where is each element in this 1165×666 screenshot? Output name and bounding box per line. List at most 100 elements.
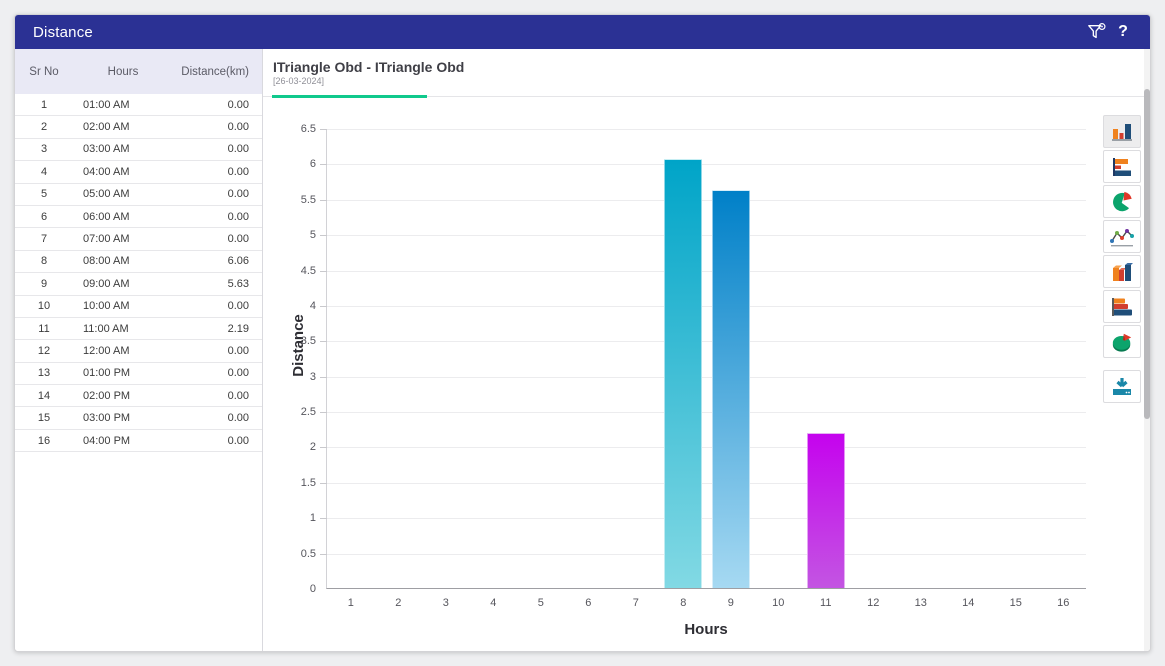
help-icon[interactable]: ? (1118, 23, 1128, 40)
scrollbar-thumb[interactable] (1144, 89, 1150, 419)
y-axis-tick (320, 376, 327, 378)
cell-srno: 15 (37, 412, 51, 425)
chart-bar[interactable] (711, 189, 750, 588)
cell-distance: 0.00 (227, 389, 249, 402)
x-axis-label: 4 (490, 597, 497, 609)
y-axis-tick (320, 482, 327, 484)
gridline (327, 341, 1086, 343)
table-row[interactable]: 7 07:00 AM 0.00 (15, 228, 262, 251)
table-row[interactable]: 4 04:00 AM 0.00 (15, 161, 262, 184)
cell-hours: 05:00 AM (83, 188, 130, 201)
line-chart-button[interactable] (1103, 220, 1141, 253)
x-axis-label: 7 (632, 597, 639, 609)
cell-hours: 03:00 AM (83, 143, 130, 156)
bar-chart-button[interactable] (1103, 150, 1141, 183)
y-axis-tick (320, 305, 327, 307)
cell-distance: 0.00 (227, 210, 249, 223)
cell-hours: 04:00 AM (83, 165, 130, 178)
table-row[interactable]: 11 11:00 AM 2.19 (15, 318, 262, 341)
y-axis-tick (320, 412, 327, 414)
gridline (327, 482, 1086, 484)
cell-distance: 0.00 (227, 412, 249, 425)
bar-chart-icon (1113, 157, 1131, 176)
table-row[interactable]: 1 01:00 AM 0.00 (15, 94, 262, 117)
table-row[interactable]: 2 02:00 AM 0.00 (15, 116, 262, 139)
cell-srno: 7 (40, 233, 48, 246)
gridline (327, 235, 1086, 237)
download-icon (1113, 377, 1131, 395)
y-axis-label: 1.5 (300, 476, 316, 489)
gridline (327, 447, 1086, 449)
titlebar: Distance ? (15, 15, 1150, 49)
cell-hours: 11:00 AM (83, 322, 129, 335)
pie-3d-chart-icon (1112, 333, 1132, 352)
cell-hours: 03:00 PM (83, 412, 131, 425)
x-axis-label: 2 (395, 597, 402, 609)
cell-srno: 16 (37, 434, 51, 447)
x-axis-label: 13 (914, 597, 927, 609)
table-row[interactable]: 3 03:00 AM 0.00 (15, 139, 262, 162)
chart-title: ITriangle Obd - ITriangle Obd (273, 59, 465, 75)
download-button[interactable] (1103, 370, 1141, 403)
x-axis-label: 5 (537, 597, 544, 609)
y-axis-label: 2.5 (300, 406, 316, 419)
table-row[interactable]: 14 02:00 PM 0.00 (15, 385, 262, 408)
pie-3d-chart-button[interactable] (1103, 325, 1141, 358)
table-row[interactable]: 15 03:00 PM 0.00 (15, 407, 262, 430)
cell-distance: 0.00 (227, 300, 249, 313)
table-row[interactable]: 5 05:00 AM 0.00 (15, 184, 262, 206)
chart-area: Distance 0 0.5 1 1.5 2 2.5 3 3.5 4 4.5 5 5.5 6 6.5 1 2 3… (263, 97, 1150, 651)
table-row[interactable]: 16 04:00 PM 0.00 (15, 430, 262, 453)
bar-3d-chart-button[interactable] (1103, 290, 1141, 323)
y-axis-tick (320, 341, 327, 343)
cell-hours: 06:00 AM (83, 210, 130, 223)
gridline (327, 376, 1086, 378)
cell-srno: 3 (40, 143, 48, 156)
cell-distance: 0.00 (227, 165, 249, 178)
page-title: Distance (33, 23, 93, 41)
content: Sr No Hours Distance(km) 1 01:00 AM 0.00 2 0… (15, 49, 1150, 651)
gridline (327, 305, 1086, 307)
y-axis-label: 6 (309, 158, 316, 171)
column-3d-chart-button[interactable] (1103, 255, 1141, 288)
column-chart-icon (1112, 123, 1132, 141)
chart-bar[interactable] (664, 159, 703, 588)
chart-bar[interactable] (806, 433, 845, 588)
chart-tab[interactable]: ITriangle Obd - ITriangle Obd [26-03-202… (263, 49, 1150, 98)
cell-srno: 5 (40, 188, 48, 201)
gridline (327, 270, 1086, 272)
y-axis-label: 5 (309, 229, 316, 242)
cell-distance: 0.00 (227, 121, 249, 134)
cell-distance: 0.00 (227, 344, 249, 357)
gridline (327, 518, 1086, 520)
y-axis-label: 3 (309, 370, 316, 383)
table-row[interactable]: 12 12:00 AM 0.00 (15, 340, 262, 363)
pie-chart-button[interactable] (1103, 185, 1141, 218)
cell-hours: 02:00 PM (83, 389, 131, 402)
table-row[interactable]: 6 06:00 AM 0.00 (15, 206, 262, 229)
column-chart-button[interactable] (1103, 115, 1141, 148)
distance-window: Distance ? Sr No Hours Distance(km) 1 01:… (14, 14, 1151, 652)
chart-type-toolbar (1103, 115, 1141, 405)
table-row[interactable]: 9 09:00 AM 5.63 (15, 273, 262, 296)
chart-subtitle: [26-03-2024] (273, 76, 325, 86)
col-header-distance: Distance(km) (181, 65, 249, 78)
y-axis-label: 4.5 (300, 264, 316, 277)
cell-srno: 12 (37, 344, 51, 357)
cell-hours: 12:00 AM (83, 344, 130, 357)
gridline (327, 199, 1086, 201)
cell-srno: 11 (38, 322, 50, 335)
filter-settings-icon[interactable] (1084, 20, 1110, 44)
cell-srno: 4 (40, 165, 48, 178)
gridline (327, 553, 1086, 555)
vertical-scrollbar[interactable] (1144, 49, 1150, 651)
table-row[interactable]: 8 08:00 AM 6.06 (15, 251, 262, 274)
col-header-srno: Sr No (29, 65, 59, 78)
gridline (327, 164, 1086, 166)
cell-distance: 2.19 (227, 322, 249, 335)
cell-srno: 14 (37, 389, 51, 402)
cell-hours: 01:00 AM (83, 98, 130, 111)
cell-distance: 0.00 (227, 98, 249, 111)
table-row[interactable]: 13 01:00 PM 0.00 (15, 363, 262, 386)
table-row[interactable]: 10 10:00 AM 0.00 (15, 296, 262, 318)
